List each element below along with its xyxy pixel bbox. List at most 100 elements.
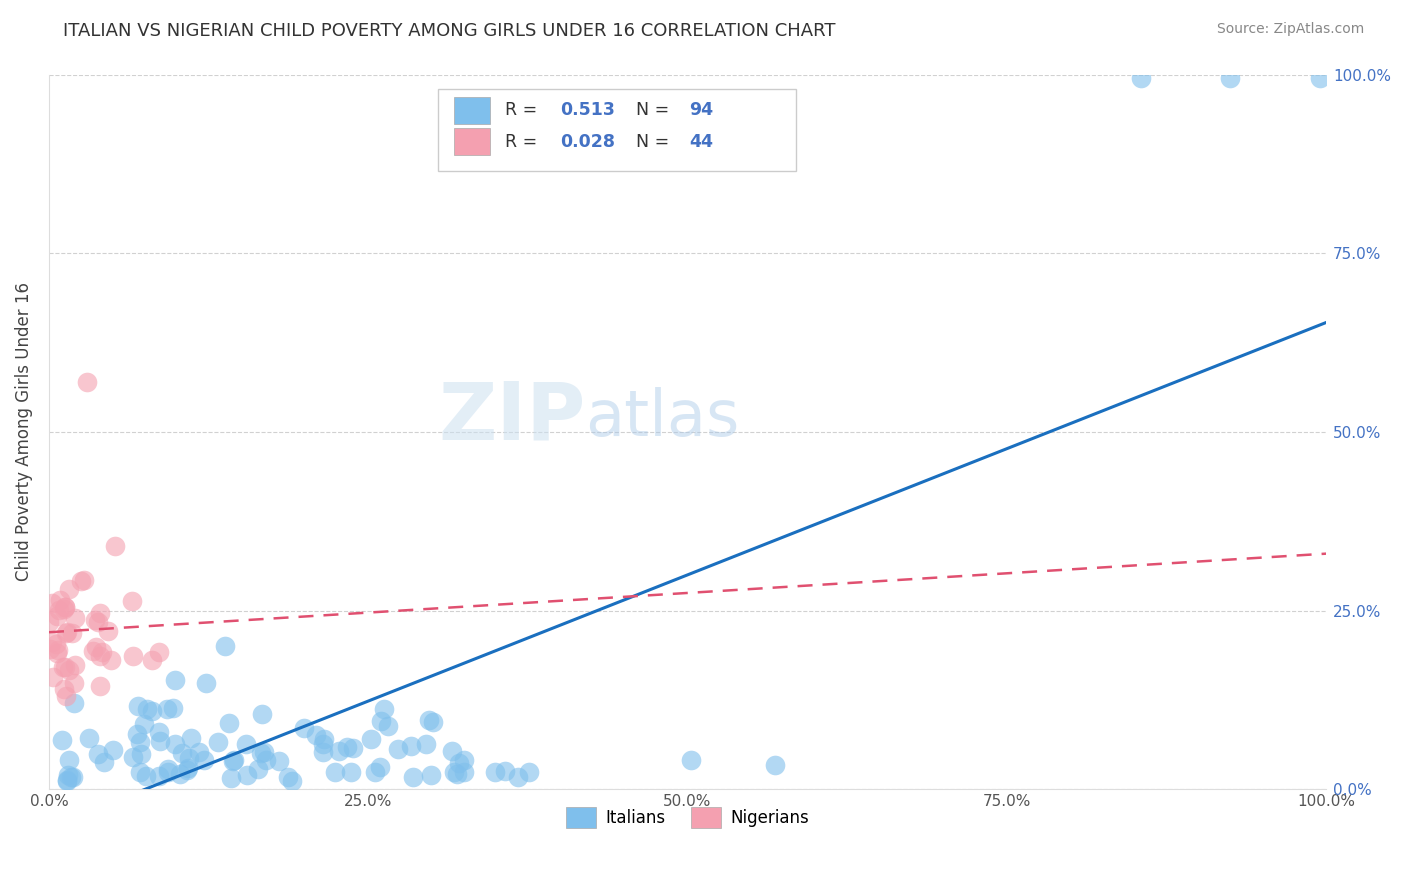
Point (253, 746, 276, 760)
Point (97, 624, 120, 638)
Point (1219, 71, 1241, 86)
Point (148, 769, 170, 783)
Point (222, 755, 245, 769)
Point (55, 624, 77, 639)
Point (250, 707, 273, 722)
Point (65, 611, 87, 625)
Point (73, 574, 96, 588)
Point (41, 596, 63, 610)
Point (323, 765, 346, 780)
Point (312, 737, 335, 751)
Point (52, 681, 75, 696)
Point (506, 770, 529, 784)
Point (681, 753, 703, 767)
Point (484, 764, 506, 779)
Point (453, 764, 475, 779)
Point (415, 737, 437, 751)
Text: ZIP: ZIP (439, 378, 585, 457)
Point (55, 626, 77, 640)
Point (135, 769, 157, 783)
Point (89, 607, 111, 621)
Point (418, 713, 440, 727)
Point (422, 714, 444, 729)
Point (70, 574, 93, 588)
Point (135, 702, 157, 716)
Point (41, 670, 63, 684)
Point (53, 599, 76, 614)
Point (172, 747, 194, 761)
Point (179, 751, 201, 765)
Point (46, 609, 69, 624)
Point (127, 699, 149, 714)
Point (55, 660, 77, 674)
Point (76, 375, 98, 389)
Point (93, 755, 115, 769)
Point (254, 753, 277, 767)
Point (453, 753, 475, 767)
Point (180, 731, 202, 745)
Point (176, 764, 198, 778)
Point (340, 765, 363, 780)
Point (162, 701, 184, 715)
Point (63, 658, 86, 673)
Point (156, 702, 179, 716)
Text: N =: N = (637, 102, 675, 120)
Point (443, 764, 465, 779)
Point (91, 645, 114, 659)
Point (56, 772, 79, 787)
Point (141, 653, 163, 667)
Point (46, 646, 69, 660)
Text: R =: R = (505, 102, 543, 120)
Point (129, 747, 152, 761)
Point (763, 758, 786, 772)
Point (420, 767, 443, 781)
Point (100, 653, 122, 667)
Point (447, 756, 470, 770)
Text: atlas: atlas (585, 386, 740, 449)
Point (46, 643, 69, 657)
Point (305, 728, 328, 742)
Text: 0.028: 0.028 (560, 133, 614, 151)
Point (165, 737, 187, 751)
Point (402, 770, 425, 784)
Point (103, 742, 125, 756)
Point (148, 645, 170, 659)
Point (52, 660, 75, 674)
Point (122, 750, 145, 764)
Point (363, 765, 385, 780)
Text: R =: R = (505, 133, 543, 151)
Point (56, 774, 79, 789)
Point (277, 770, 299, 784)
Point (281, 773, 304, 788)
Point (377, 718, 399, 732)
Point (440, 744, 463, 758)
Point (58, 582, 80, 596)
Point (84, 640, 107, 654)
FancyBboxPatch shape (454, 96, 489, 124)
Point (311, 745, 333, 759)
Point (165, 673, 187, 687)
Point (494, 764, 516, 778)
Point (56, 768, 79, 782)
Point (62, 771, 84, 785)
Point (235, 737, 257, 751)
Point (373, 702, 395, 716)
Point (218, 715, 240, 730)
Point (312, 732, 335, 747)
Point (292, 721, 315, 735)
Point (86, 747, 108, 761)
Point (129, 765, 152, 780)
Text: Source: ZipAtlas.com: Source: ZipAtlas.com (1216, 22, 1364, 37)
Point (157, 765, 180, 780)
Point (188, 745, 211, 759)
FancyBboxPatch shape (454, 128, 489, 155)
Point (38, 642, 60, 657)
Point (446, 766, 468, 780)
Point (399, 739, 422, 753)
Point (169, 766, 191, 780)
Point (267, 754, 290, 768)
Point (48, 603, 70, 617)
Point (51, 733, 73, 747)
Point (38, 615, 60, 630)
Point (214, 639, 236, 653)
